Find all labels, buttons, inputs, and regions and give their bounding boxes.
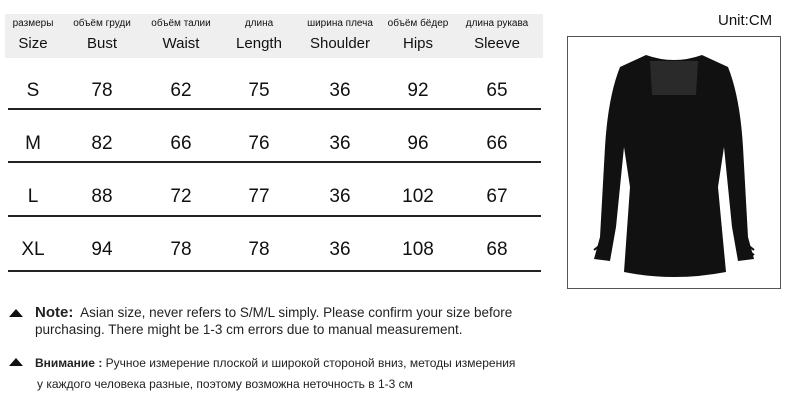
header-en-length: Length xyxy=(236,35,282,52)
header-ru-hips: объём бёдер xyxy=(387,18,449,29)
table-cell: 108 xyxy=(402,239,434,260)
note-ru: Внимание : Ручное измерение плоской и ши… xyxy=(12,353,515,395)
table-cell: XL xyxy=(21,239,45,260)
row-divider xyxy=(8,108,541,110)
table-cell: 102 xyxy=(402,186,434,207)
header-ru-bust: объём груди xyxy=(73,18,131,29)
header-en-shoulder: Shoulder xyxy=(309,35,371,52)
unit-label: Unit:CM xyxy=(718,12,773,29)
row-divider xyxy=(8,270,541,272)
table-cell: 88 xyxy=(91,186,113,207)
table-cell: 82 xyxy=(91,133,113,154)
dress-image xyxy=(593,55,755,277)
table-cell: 96 xyxy=(407,133,429,154)
triangle-bullet-icon xyxy=(9,309,23,317)
triangle-bullet-icon xyxy=(9,358,23,366)
table-cell: 36 xyxy=(329,133,351,154)
note-line: Asian size, never refers to S/M/L simply… xyxy=(80,305,513,320)
product-photo xyxy=(567,36,781,289)
note-en: Note: Asian size, never refers to S/M/L … xyxy=(12,304,512,338)
note-label: Note: xyxy=(35,304,74,321)
header-en-waist: Waist xyxy=(162,35,200,52)
header-ru-shoulder: ширина плеча xyxy=(307,18,373,29)
header-ru-length: длина xyxy=(244,18,274,29)
note-line: purchasing. There might be 1-3 cm errors… xyxy=(35,322,463,337)
table-cell: 62 xyxy=(170,80,192,101)
table-cell: M xyxy=(25,133,41,154)
table-cell: 78 xyxy=(248,239,270,260)
table-cell: 78 xyxy=(91,80,113,101)
header-en-sleeve: Sleeve xyxy=(474,35,520,52)
table-cell: L xyxy=(27,186,39,207)
table-cell: 94 xyxy=(91,239,113,260)
table-header: размеры Size объём груди Bust объём талии Wai… xyxy=(5,14,543,58)
table-cell: S xyxy=(26,80,40,101)
table-cell: 76 xyxy=(248,133,270,154)
note-label: Внимание : xyxy=(35,356,103,370)
header-ru-size: размеры xyxy=(12,18,54,29)
header-ru-waist: объём талии xyxy=(151,18,211,29)
table-cell: 66 xyxy=(170,133,192,154)
header-en-hips: Hips xyxy=(402,35,433,52)
table-cell: 92 xyxy=(407,80,429,101)
table-cell: 36 xyxy=(329,239,351,260)
table-cell: 36 xyxy=(329,80,351,101)
table-cell: 67 xyxy=(486,186,508,207)
header-ru-sleeve: длина рукава xyxy=(465,18,529,29)
table-cell: 78 xyxy=(170,239,192,260)
table-cell: 68 xyxy=(486,239,508,260)
header-en-size: Size xyxy=(18,35,48,52)
table-cell: 36 xyxy=(329,186,351,207)
table-cell: 65 xyxy=(486,80,508,101)
header-en-bust: Bust xyxy=(86,35,117,52)
table-cell: 66 xyxy=(486,133,508,154)
row-divider xyxy=(8,161,541,163)
note-line: Ручное измерение плоской и широкой сторо… xyxy=(105,356,516,370)
table-cell: 77 xyxy=(248,186,270,207)
table-cell: 72 xyxy=(170,186,192,207)
row-divider xyxy=(8,215,541,217)
table-cell: 75 xyxy=(248,80,270,101)
note-line: у каждого человека разные, поэтому возмо… xyxy=(37,377,413,391)
